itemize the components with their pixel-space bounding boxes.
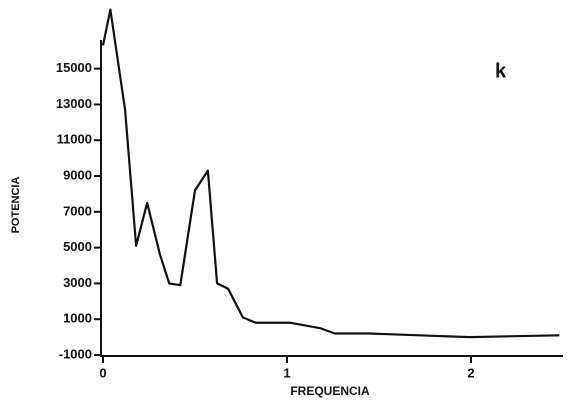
x-axis-label: FREQUENCIA bbox=[290, 384, 370, 398]
x-tick-label: 1 bbox=[283, 365, 290, 380]
y-axis-label: POTENCIA bbox=[10, 177, 22, 234]
y-tick-label: 15000 bbox=[56, 60, 92, 75]
x-tick-label: 0 bbox=[99, 365, 106, 380]
y-tick-label: 9000 bbox=[63, 167, 92, 182]
y-tick-label: 1000 bbox=[63, 311, 92, 326]
x-tick-label: 2 bbox=[467, 365, 474, 380]
y-tick-label: -1000 bbox=[59, 346, 92, 361]
annotation: k bbox=[495, 60, 507, 82]
y-tick-label: 11000 bbox=[57, 132, 92, 147]
y-tick-label: 13000 bbox=[56, 96, 92, 111]
y-tick-label: 7000 bbox=[63, 203, 92, 218]
data-line bbox=[101, 8, 560, 339]
y-tick-label: 3000 bbox=[63, 275, 92, 290]
y-tick-label: 5000 bbox=[63, 239, 92, 254]
